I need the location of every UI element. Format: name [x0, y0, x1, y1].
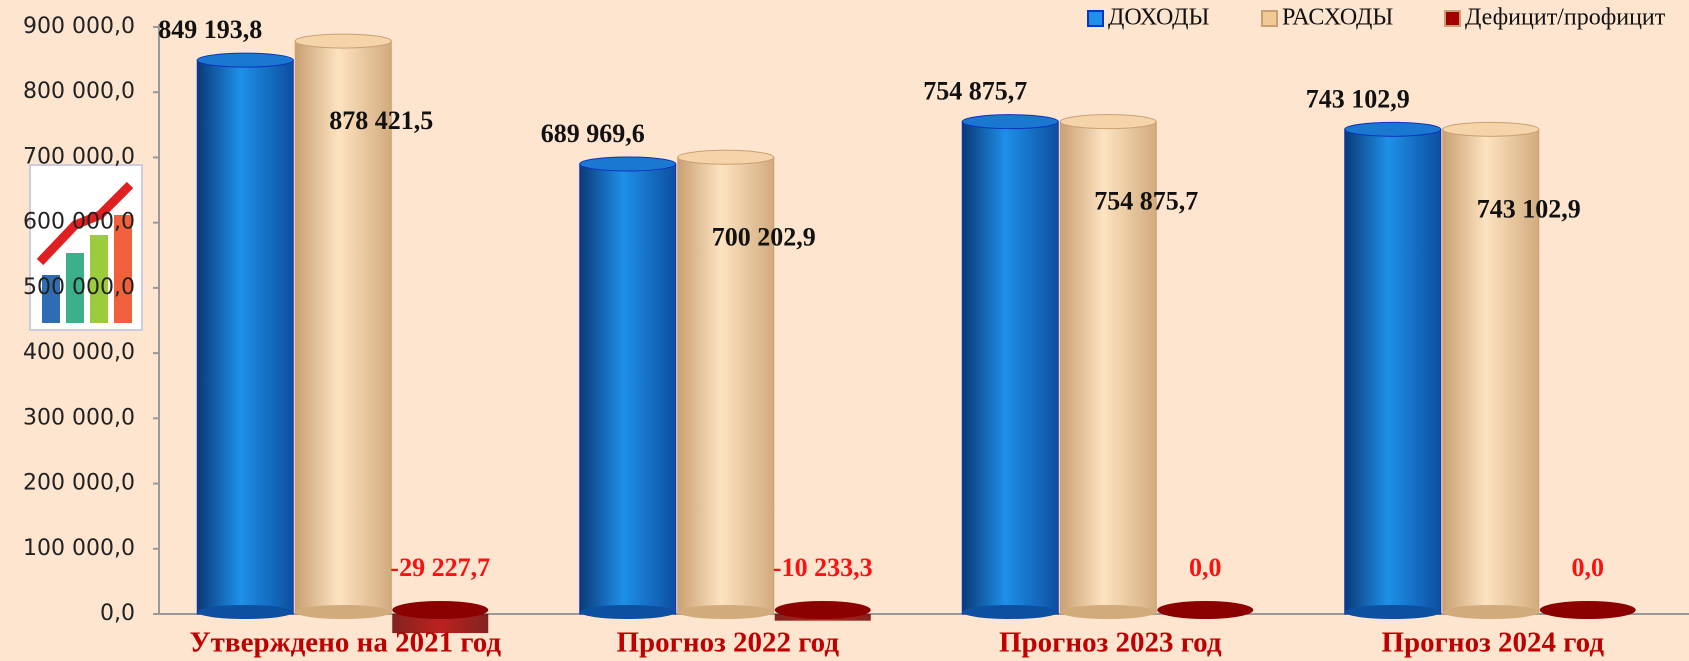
- y-tick-label: 500 000,0: [23, 275, 135, 300]
- y-tick-label: 200 000,0: [23, 471, 135, 496]
- legend-label: РАСХОДЫ: [1282, 5, 1393, 31]
- y-tick-label: 100 000,0: [23, 536, 135, 561]
- legend-label: ДОХОДЫ: [1108, 5, 1209, 31]
- bar-base: [1060, 605, 1157, 619]
- bar-base: [677, 605, 774, 619]
- data-label: 0,0: [1572, 553, 1605, 582]
- y-tick-label: 900 000,0: [23, 14, 135, 39]
- bar-cap: [1344, 121, 1442, 137]
- bar-base: [1344, 605, 1441, 619]
- bar-cap: [579, 156, 677, 172]
- data-label: 754 875,7: [923, 77, 1027, 106]
- data-label: -29 227,7: [390, 553, 490, 582]
- data-label: 743 102,9: [1306, 84, 1410, 113]
- bar-cap: [1442, 121, 1540, 137]
- bar-cap: [196, 52, 294, 68]
- legend-swatch: [1444, 10, 1461, 27]
- bar-base: [197, 605, 294, 619]
- y-tick-label: 0,0: [100, 601, 135, 626]
- bar-cap: [961, 114, 1059, 130]
- bar-base: [962, 605, 1059, 619]
- bar-cap: [294, 33, 392, 49]
- bar-cap: [392, 601, 489, 619]
- decor-icon: [29, 164, 143, 331]
- data-label: -10 233,3: [773, 553, 873, 582]
- legend-swatch: [1087, 10, 1104, 27]
- bar: [1344, 128, 1442, 615]
- x-tick-label: Прогноз 2022 год: [617, 627, 840, 659]
- data-label: 0,0: [1189, 553, 1222, 582]
- bar: [961, 121, 1059, 615]
- y-tick-label: 700 000,0: [23, 144, 135, 169]
- bar-cap: [1059, 114, 1157, 130]
- x-tick-label: Прогноз 2024 год: [1382, 627, 1605, 659]
- y-tick-label: 400 000,0: [23, 340, 135, 365]
- bar: [294, 40, 392, 615]
- data-label: 689 969,6: [541, 119, 645, 148]
- data-label: 754 875,7: [1094, 187, 1198, 216]
- bar: [1059, 121, 1157, 615]
- bar-cap: [677, 149, 775, 165]
- bar: [579, 163, 677, 615]
- bar-cap: [774, 601, 871, 619]
- data-label: 849 193,8: [158, 15, 262, 44]
- bar-base: [295, 605, 392, 619]
- legend-label: Дефицит/профицит: [1465, 5, 1666, 31]
- bar-cap: [1539, 601, 1636, 619]
- bar: [392, 614, 489, 634]
- bar-base: [579, 605, 676, 619]
- data-label: 878 421,5: [329, 106, 433, 135]
- legend-swatch: [1261, 10, 1278, 27]
- bar-base: [1442, 605, 1539, 619]
- y-tick-label: 300 000,0: [23, 405, 135, 430]
- bar-cap: [1157, 601, 1254, 619]
- bar: [196, 59, 294, 615]
- bar: [677, 156, 775, 615]
- data-label: 700 202,9: [712, 222, 816, 251]
- x-tick-label: Прогноз 2023 год: [999, 627, 1222, 659]
- y-tick-label: 800 000,0: [23, 79, 135, 104]
- data-label: 743 102,9: [1477, 194, 1581, 223]
- y-tick-label: 600 000,0: [23, 210, 135, 235]
